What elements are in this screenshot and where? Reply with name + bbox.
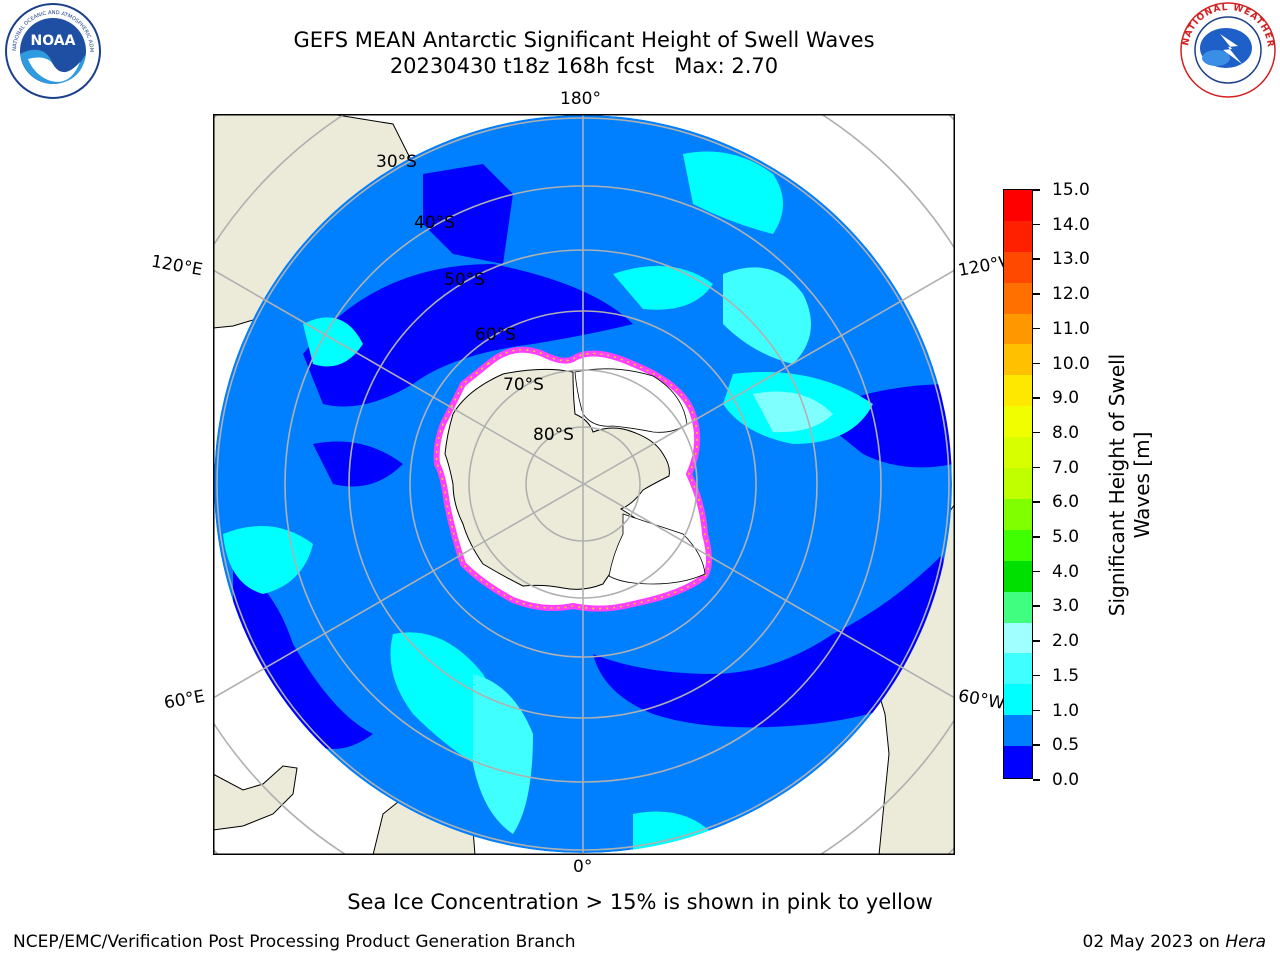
colorbar-tick (1033, 189, 1040, 191)
nws-logo: NATIONAL WEATHER SERVICE (1172, 0, 1280, 100)
colorbar-tick (1033, 223, 1040, 226)
colorbar-tick (1033, 674, 1040, 677)
footer-date: 02 May 2023 on Hera (1082, 932, 1267, 952)
colorbar-tick-label: 0.0 (1052, 770, 1080, 790)
chart-title: GEFS MEAN Antarctic Significant Height o… (293, 28, 875, 52)
sea-ice-note: Sea Ice Concentration > 15% is shown in … (347, 890, 933, 914)
colorbar-tick-label: 7.0 (1052, 457, 1080, 478)
footer-credit: NCEP/EMC/Verification Post Processing Pr… (13, 932, 576, 952)
lat-label-50s: 50°S (444, 270, 485, 290)
lat-label-40s: 40°S (414, 213, 455, 233)
lat-label-30s: 30°S (376, 152, 417, 172)
colorbar-segment (1004, 282, 1032, 315)
colorbar-segment (1004, 746, 1032, 778)
colorbar-tick (1033, 536, 1040, 538)
colorbar-segment (1004, 684, 1032, 716)
colorbar-tick-label: 14.0 (1052, 214, 1090, 235)
colorbar-tick-label: 1.0 (1052, 700, 1080, 721)
colorbar-segment (1004, 313, 1032, 346)
colorbar-tick (1033, 709, 1040, 712)
colorbar-tick (1033, 466, 1040, 469)
colorbar-segment (1004, 220, 1032, 253)
colorbar-tick-label: 2.0 (1052, 631, 1080, 652)
colorbar-tick-label: 15.0 (1052, 180, 1090, 200)
colorbar-tick-label: 0.5 (1052, 735, 1080, 756)
lat-label-80s: 80°S (533, 425, 574, 445)
colorbar-tick (1033, 779, 1040, 781)
lat-label-70s: 70°S (503, 375, 544, 395)
colorbar-tick-label: 12.0 (1052, 284, 1090, 305)
colorbar-tick (1033, 293, 1040, 295)
colorbar-tick-label: 1.5 (1052, 665, 1080, 686)
colorbar-segment (1004, 468, 1032, 500)
colorbar-tick-label: 6.0 (1052, 492, 1080, 513)
colorbar-segment (1004, 622, 1032, 654)
colorbar-tick-label: 13.0 (1052, 249, 1090, 270)
colorbar-tick (1033, 501, 1040, 503)
colorbar-tick-label: 3.0 (1052, 596, 1080, 617)
colorbar-tick-label: 4.0 (1052, 561, 1080, 582)
lon-label-60e: 60°E (162, 686, 207, 714)
colorbar-tick (1033, 570, 1040, 573)
noaa-logo-text: NOAA (31, 33, 76, 49)
graticule (213, 114, 955, 855)
colorbar-segment (1004, 437, 1032, 469)
colorbar-tick-label: 9.0 (1052, 388, 1080, 409)
colorbar-tick (1033, 362, 1040, 365)
lon-label-120e: 120°E (149, 251, 205, 281)
colorbar-segment (1004, 344, 1032, 376)
colorbar-tick (1033, 431, 1040, 434)
colorbar-tick-label: 5.0 (1052, 527, 1080, 548)
ocean-field (214, 115, 952, 853)
colorbar-segment (1004, 529, 1032, 562)
colorbar-tick (1033, 397, 1040, 399)
colorbar-segment (1004, 406, 1032, 438)
colorbar-tick (1033, 640, 1040, 642)
footer-machine: Hera (1225, 932, 1266, 952)
colorbar-tick-label: 11.0 (1052, 318, 1090, 339)
colorbar (1003, 189, 1033, 779)
chart-subtitle: 20230430 t18z 168h fcst Max: 2.70 (389, 54, 779, 78)
colorbar-segment (1004, 560, 1032, 593)
colorbar-title: Significant Height of Swell Waves [m] (1105, 353, 1154, 617)
colorbar-segment (1004, 375, 1032, 407)
lon-label-0: 0° (573, 857, 593, 877)
lat-label-60s: 60°S (475, 325, 516, 345)
colorbar-segment (1004, 190, 1032, 222)
colorbar-tick (1033, 327, 1040, 330)
noaa-logo: NOAA NATIONAL OCEANIC AND ATMOSPHERIC AD… (1, 0, 102, 100)
colorbar-segment (1004, 251, 1032, 284)
colorbar-segment (1004, 715, 1032, 747)
colorbar-tick (1033, 258, 1040, 260)
colorbar-segment (1004, 498, 1032, 531)
colorbar-segment (1004, 653, 1032, 685)
lon-label-60w: 60°W (956, 686, 1007, 714)
lon-label-180: 180° (560, 89, 601, 109)
colorbar-tick (1033, 744, 1040, 746)
colorbar-segment (1004, 591, 1032, 624)
colorbar-tick-label: 10.0 (1052, 353, 1090, 374)
polar-map (213, 114, 955, 855)
colorbar-tick (1033, 605, 1040, 607)
colorbar-tick-label: 8.0 (1052, 422, 1080, 443)
